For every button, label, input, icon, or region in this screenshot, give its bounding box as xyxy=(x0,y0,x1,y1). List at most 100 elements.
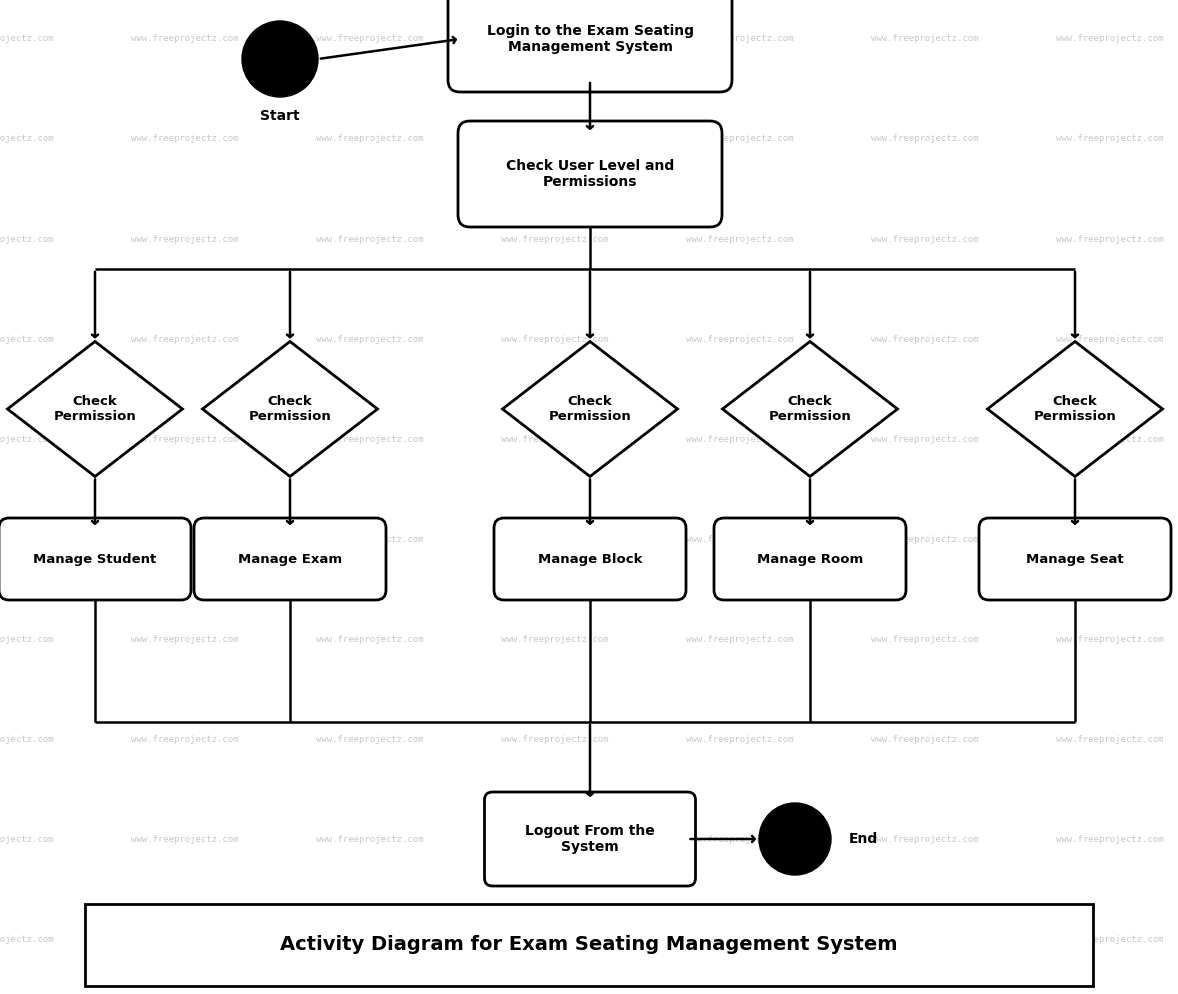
Text: www.freeprojectz.com: www.freeprojectz.com xyxy=(502,335,609,344)
Text: www.freeprojectz.com: www.freeprojectz.com xyxy=(1057,535,1164,544)
Text: Check
Permission: Check Permission xyxy=(768,395,852,423)
Text: www.freeprojectz.com: www.freeprojectz.com xyxy=(1057,934,1164,943)
Text: Manage Block: Manage Block xyxy=(537,553,642,566)
Text: www.freeprojectz.com: www.freeprojectz.com xyxy=(872,835,979,844)
Text: Start: Start xyxy=(260,109,300,123)
Text: www.freeprojectz.com: www.freeprojectz.com xyxy=(316,835,424,844)
Text: www.freeprojectz.com: www.freeprojectz.com xyxy=(872,134,979,143)
FancyBboxPatch shape xyxy=(448,0,732,92)
Text: www.freeprojectz.com: www.freeprojectz.com xyxy=(131,235,239,244)
Text: www.freeprojectz.com: www.freeprojectz.com xyxy=(0,934,54,943)
Circle shape xyxy=(759,803,830,875)
Text: Check
Permission: Check Permission xyxy=(249,395,331,423)
Text: www.freeprojectz.com: www.freeprojectz.com xyxy=(316,634,424,643)
Text: www.freeprojectz.com: www.freeprojectz.com xyxy=(687,134,794,143)
Text: Manage Seat: Manage Seat xyxy=(1026,553,1124,566)
Text: www.freeprojectz.com: www.freeprojectz.com xyxy=(1057,634,1164,643)
Text: www.freeprojectz.com: www.freeprojectz.com xyxy=(131,934,239,943)
Text: Check
Permission: Check Permission xyxy=(54,395,137,423)
Text: www.freeprojectz.com: www.freeprojectz.com xyxy=(1057,434,1164,443)
Text: www.freeprojectz.com: www.freeprojectz.com xyxy=(131,35,239,44)
Text: www.freeprojectz.com: www.freeprojectz.com xyxy=(0,335,54,344)
Text: www.freeprojectz.com: www.freeprojectz.com xyxy=(687,835,794,844)
Text: www.freeprojectz.com: www.freeprojectz.com xyxy=(0,235,54,244)
Text: www.freeprojectz.com: www.freeprojectz.com xyxy=(687,335,794,344)
Text: www.freeprojectz.com: www.freeprojectz.com xyxy=(0,434,54,443)
Text: www.freeprojectz.com: www.freeprojectz.com xyxy=(872,235,979,244)
FancyBboxPatch shape xyxy=(194,518,386,600)
Text: www.freeprojectz.com: www.freeprojectz.com xyxy=(1057,335,1164,344)
Text: www.freeprojectz.com: www.freeprojectz.com xyxy=(316,35,424,44)
Circle shape xyxy=(241,21,318,97)
Text: www.freeprojectz.com: www.freeprojectz.com xyxy=(316,335,424,344)
Text: Logout From the
System: Logout From the System xyxy=(525,824,655,854)
Text: www.freeprojectz.com: www.freeprojectz.com xyxy=(1057,35,1164,44)
Text: www.freeprojectz.com: www.freeprojectz.com xyxy=(316,934,424,943)
FancyBboxPatch shape xyxy=(714,518,906,600)
Text: www.freeprojectz.com: www.freeprojectz.com xyxy=(502,434,609,443)
Text: Login to the Exam Seating
Management System: Login to the Exam Seating Management Sys… xyxy=(487,24,694,54)
Text: www.freeprojectz.com: www.freeprojectz.com xyxy=(0,634,54,643)
Polygon shape xyxy=(203,342,377,476)
Text: www.freeprojectz.com: www.freeprojectz.com xyxy=(872,434,979,443)
Text: www.freeprojectz.com: www.freeprojectz.com xyxy=(502,735,609,744)
Text: Manage Exam: Manage Exam xyxy=(238,553,342,566)
Text: www.freeprojectz.com: www.freeprojectz.com xyxy=(316,735,424,744)
Text: www.freeprojectz.com: www.freeprojectz.com xyxy=(502,634,609,643)
Text: www.freeprojectz.com: www.freeprojectz.com xyxy=(687,35,794,44)
Text: www.freeprojectz.com: www.freeprojectz.com xyxy=(687,735,794,744)
FancyBboxPatch shape xyxy=(979,518,1171,600)
FancyBboxPatch shape xyxy=(484,792,695,886)
Text: www.freeprojectz.com: www.freeprojectz.com xyxy=(316,434,424,443)
Text: www.freeprojectz.com: www.freeprojectz.com xyxy=(502,535,609,544)
Text: www.freeprojectz.com: www.freeprojectz.com xyxy=(316,134,424,143)
Text: www.freeprojectz.com: www.freeprojectz.com xyxy=(0,835,54,844)
Text: www.freeprojectz.com: www.freeprojectz.com xyxy=(1057,235,1164,244)
FancyBboxPatch shape xyxy=(0,518,191,600)
FancyBboxPatch shape xyxy=(458,121,722,227)
Text: Check
Permission: Check Permission xyxy=(1033,395,1117,423)
Text: Check User Level and
Permissions: Check User Level and Permissions xyxy=(505,159,674,189)
Text: End: End xyxy=(849,832,879,846)
Text: www.freeprojectz.com: www.freeprojectz.com xyxy=(131,134,239,143)
Text: www.freeprojectz.com: www.freeprojectz.com xyxy=(0,535,54,544)
Text: www.freeprojectz.com: www.freeprojectz.com xyxy=(502,835,609,844)
Text: www.freeprojectz.com: www.freeprojectz.com xyxy=(502,235,609,244)
Text: www.freeprojectz.com: www.freeprojectz.com xyxy=(502,35,609,44)
Text: Manage Room: Manage Room xyxy=(757,553,863,566)
Polygon shape xyxy=(987,342,1163,476)
Text: www.freeprojectz.com: www.freeprojectz.com xyxy=(1057,835,1164,844)
Text: www.freeprojectz.com: www.freeprojectz.com xyxy=(316,235,424,244)
Text: www.freeprojectz.com: www.freeprojectz.com xyxy=(316,535,424,544)
Text: www.freeprojectz.com: www.freeprojectz.com xyxy=(0,35,54,44)
Text: www.freeprojectz.com: www.freeprojectz.com xyxy=(872,735,979,744)
Text: www.freeprojectz.com: www.freeprojectz.com xyxy=(687,934,794,943)
Text: www.freeprojectz.com: www.freeprojectz.com xyxy=(131,335,239,344)
Text: Manage Student: Manage Student xyxy=(33,553,157,566)
Text: www.freeprojectz.com: www.freeprojectz.com xyxy=(1057,134,1164,143)
Polygon shape xyxy=(722,342,898,476)
Text: www.freeprojectz.com: www.freeprojectz.com xyxy=(687,535,794,544)
Text: www.freeprojectz.com: www.freeprojectz.com xyxy=(131,634,239,643)
Text: www.freeprojectz.com: www.freeprojectz.com xyxy=(131,535,239,544)
Text: www.freeprojectz.com: www.freeprojectz.com xyxy=(687,434,794,443)
Text: www.freeprojectz.com: www.freeprojectz.com xyxy=(872,335,979,344)
Text: www.freeprojectz.com: www.freeprojectz.com xyxy=(872,35,979,44)
Text: www.freeprojectz.com: www.freeprojectz.com xyxy=(687,634,794,643)
Text: Activity Diagram for Exam Seating Management System: Activity Diagram for Exam Seating Manage… xyxy=(280,935,898,954)
FancyBboxPatch shape xyxy=(85,904,1093,986)
Text: www.freeprojectz.com: www.freeprojectz.com xyxy=(502,934,609,943)
Polygon shape xyxy=(503,342,677,476)
Text: www.freeprojectz.com: www.freeprojectz.com xyxy=(502,134,609,143)
Text: www.freeprojectz.com: www.freeprojectz.com xyxy=(131,835,239,844)
Text: www.freeprojectz.com: www.freeprojectz.com xyxy=(1057,735,1164,744)
Text: Check
Permission: Check Permission xyxy=(549,395,631,423)
Text: www.freeprojectz.com: www.freeprojectz.com xyxy=(131,434,239,443)
Text: www.freeprojectz.com: www.freeprojectz.com xyxy=(687,235,794,244)
Text: www.freeprojectz.com: www.freeprojectz.com xyxy=(131,735,239,744)
Text: www.freeprojectz.com: www.freeprojectz.com xyxy=(872,634,979,643)
Text: www.freeprojectz.com: www.freeprojectz.com xyxy=(0,735,54,744)
FancyBboxPatch shape xyxy=(494,518,686,600)
Polygon shape xyxy=(7,342,183,476)
Text: www.freeprojectz.com: www.freeprojectz.com xyxy=(872,934,979,943)
